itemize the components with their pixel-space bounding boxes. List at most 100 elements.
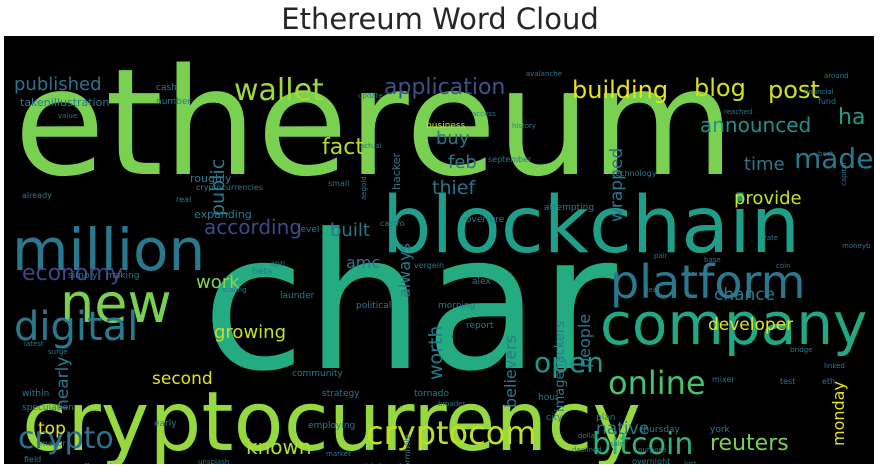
word-castro: castro <box>380 219 405 228</box>
word-york: york <box>710 425 731 435</box>
word-work: work <box>196 272 240 293</box>
word-million: million <box>12 216 205 284</box>
word-thief: thief <box>432 177 476 199</box>
word-sale: sale <box>610 440 624 448</box>
word-announced: announced <box>700 113 811 137</box>
word-ethereum: ethereum <box>14 37 735 209</box>
word-cryptocom: cryptocom <box>366 414 536 452</box>
word-people: people <box>575 314 594 368</box>
word-vergein: vergein <box>414 261 444 270</box>
word-actual: actual <box>360 142 382 150</box>
word-public: public <box>207 159 229 216</box>
word-ha: ha <box>838 105 865 130</box>
word-broader: broader <box>438 400 465 408</box>
word-financial: financial <box>804 88 834 96</box>
word-city: city <box>546 413 563 423</box>
word-overture: overture <box>466 215 505 225</box>
word-value: value <box>58 112 77 120</box>
word-monday: monday <box>829 381 848 446</box>
word-imagehackers: imagehackers <box>553 321 568 412</box>
word-making: making <box>106 271 139 281</box>
word-fintech: fintech <box>84 463 115 464</box>
word-according: according <box>204 215 302 239</box>
word-purpose: purpose <box>638 446 666 454</box>
word-coin: coin <box>776 262 791 270</box>
word-wrapped: wrapped <box>607 148 627 222</box>
word-overnight: overnight <box>632 457 670 464</box>
word-mixer: mixer <box>712 375 735 384</box>
word-app: app <box>270 259 285 268</box>
word-latest: latest <box>24 340 44 348</box>
word-top: top <box>38 419 66 439</box>
word-growing: growing <box>214 322 286 343</box>
word-attempting: attempting <box>544 203 594 213</box>
word-small: small <box>328 179 349 188</box>
word-provide: provide <box>734 188 802 209</box>
word-update: update <box>358 92 383 100</box>
word-aegold: aegold <box>360 176 368 200</box>
word-made: made <box>794 142 873 175</box>
word-report: report <box>466 321 494 331</box>
word-fact: fact <box>322 135 364 160</box>
word-beta: beta <box>252 267 272 277</box>
word-char: char <box>202 194 618 413</box>
word-base: base <box>704 256 721 264</box>
word-unsplash: unsplash <box>198 458 229 464</box>
word-blockchain: blockchain <box>382 181 800 271</box>
word-capital: capital <box>840 162 848 186</box>
word-thursday: thursday <box>640 425 681 435</box>
word-new: new <box>60 272 172 335</box>
word-feb: feb <box>448 152 477 173</box>
word-roughly: roughly <box>190 172 232 185</box>
word-cryptocurrencies: cryptocurrencies <box>196 183 263 192</box>
word-political: political <box>356 301 391 311</box>
word-already: already <box>22 191 52 200</box>
word-technology: technology <box>612 169 657 178</box>
word-tornado: tornado <box>414 389 450 399</box>
word-level: level <box>298 225 319 235</box>
chart-title: Ethereum Word Cloud <box>281 2 599 36</box>
word-cryptocurrency: cryptocurrency <box>22 375 641 464</box>
word-pair: pair <box>654 252 668 260</box>
word-number: number <box>156 97 191 107</box>
word-native: native <box>596 419 649 439</box>
word-market: market <box>326 450 351 458</box>
word-access: access <box>472 110 496 118</box>
word-always: always <box>395 243 414 298</box>
word-simply: simply <box>68 271 98 281</box>
word-wallet: wallet <box>234 73 324 108</box>
word-cloud-canvas: ethereum char cryptocurrency blockchain mill… <box>4 36 874 464</box>
word-declined: declined <box>572 446 602 454</box>
word-hacker: hacker <box>390 152 403 190</box>
word-around: around <box>824 72 849 80</box>
word-developer: developer <box>708 315 793 335</box>
word-within: within <box>22 389 49 399</box>
word-bitcoin: bitcoin <box>592 427 693 462</box>
word-platform: platform <box>610 255 805 309</box>
word-crypto: crypto <box>18 421 114 456</box>
word-reached: reached <box>724 108 752 116</box>
word-best: best <box>818 150 833 158</box>
word-chance: chance <box>714 285 775 305</box>
word-deal: deal <box>644 286 659 294</box>
word-surge: surge <box>48 348 68 356</box>
word-lost: lost <box>684 460 697 464</box>
word-early: early <box>154 419 177 429</box>
word-employing: employing <box>308 421 355 431</box>
word-real: real <box>176 195 191 204</box>
word-community: community <box>292 369 343 379</box>
word-fee: fee <box>684 270 695 278</box>
word-digital: digital <box>14 304 138 350</box>
word-open: open <box>534 346 604 379</box>
word-scaling: scaling <box>222 286 247 294</box>
word-robinhood: robinhood <box>356 463 401 464</box>
word-linked: linked <box>824 362 845 370</box>
word-company: company <box>600 290 867 358</box>
word-worth: worth <box>425 326 447 380</box>
word-fund: fund <box>818 97 836 106</box>
word-avalanche: avalanche <box>526 70 562 78</box>
word-amc: amc <box>346 253 380 272</box>
word-strategy: strategy <box>322 389 360 399</box>
word-cash: cash <box>156 83 177 93</box>
word-application: application <box>384 75 505 100</box>
